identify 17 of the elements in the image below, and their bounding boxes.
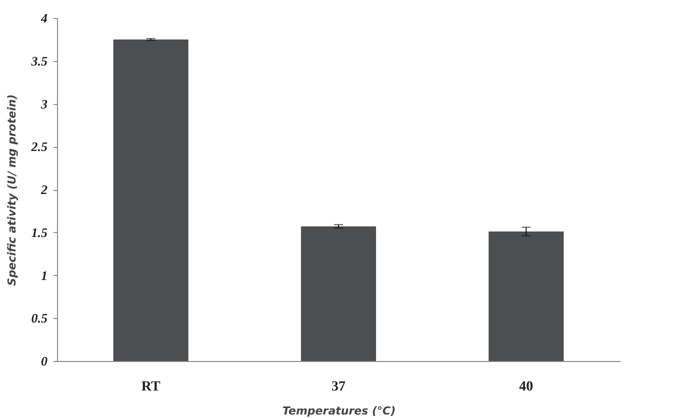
x-tick-label: RT	[141, 380, 161, 394]
y-tick-label: 3	[40, 96, 48, 112]
bar	[113, 39, 188, 361]
y-tick-label: 1	[41, 268, 48, 283]
y-tick-label: 0.5	[31, 310, 48, 326]
y-tick-label: 0	[41, 354, 48, 368]
x-tick-label: 40	[519, 380, 534, 394]
y-tick-label: 3.5	[30, 53, 48, 68]
x-tick-label: 37	[332, 380, 346, 394]
y-tick-label: 2.5	[30, 139, 48, 154]
bar	[488, 232, 564, 361]
y-tick-label: 4	[40, 10, 48, 26]
x-axis-title: Temperatures (°C)	[282, 404, 396, 418]
bar	[300, 226, 376, 361]
y-tick-label: 2	[40, 182, 48, 197]
y-axis-title: Specific ativity (U/ mg protein)	[5, 94, 18, 286]
y-tick-label: 1.5	[31, 224, 48, 240]
